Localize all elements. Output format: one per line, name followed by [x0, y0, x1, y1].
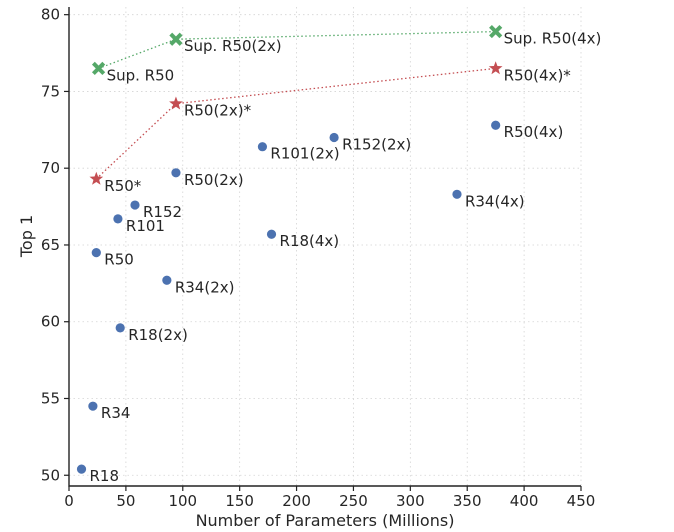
point-r18-2x — [115, 323, 125, 333]
label-r50-4x: R50(4x)* — [504, 66, 572, 84]
x-tick-label: 400 — [510, 492, 539, 510]
point-r101 — [113, 214, 123, 224]
label-r101-2x: R101(2x) — [270, 145, 339, 163]
label-r152-2x: R152(2x) — [342, 135, 411, 153]
label-r18-2x: R18(2x) — [128, 326, 188, 344]
label-r34: R34 — [101, 404, 131, 422]
label-r34-2x: R34(2x) — [175, 278, 235, 296]
label-r50: R50 — [104, 251, 134, 269]
x-tick-label: 350 — [453, 492, 482, 510]
series-star-connector — [95, 67, 496, 180]
point-r50-4x — [488, 61, 503, 75]
y-tick-label: 65 — [41, 236, 60, 254]
point-r50 — [91, 248, 101, 258]
y-tick-label: 50 — [41, 466, 60, 484]
data-points — [76, 24, 503, 474]
point-r50-2x — [169, 96, 183, 110]
y-tick-label: 55 — [41, 389, 60, 407]
point-r50-2x — [171, 168, 181, 178]
label-r34-4x: R34(4x) — [465, 192, 525, 210]
axis-spines — [68, 7, 581, 487]
point-r50-4x — [491, 120, 501, 130]
y-tick-label: 80 — [41, 6, 60, 24]
series-lines — [95, 30, 496, 180]
y-axis-label: Top 1 — [17, 215, 36, 258]
label-sup-r50: Sup. R50 — [107, 66, 175, 84]
x-axis-label: Number of Parameters (Millions) — [196, 511, 455, 530]
y-tick-label: 75 — [41, 82, 60, 100]
point-r18 — [76, 464, 87, 474]
x-tick-label: 150 — [225, 492, 254, 510]
point-r152 — [130, 200, 140, 210]
point-r34-2x — [162, 275, 172, 285]
point-r50 — [89, 171, 104, 185]
label-sup-r50-4x: Sup. R50(4x) — [504, 30, 602, 48]
x-tick-label: 50 — [116, 492, 135, 510]
axis-ticks: 0 50 100 150 200 250 300 350 400 4505055606570758… — [41, 6, 595, 510]
x-tick-label: 250 — [339, 492, 368, 510]
point-sup-r50 — [91, 61, 106, 76]
point-r18-4x — [266, 229, 277, 239]
label-r50-2x: R50(2x)* — [184, 102, 252, 120]
label-r18-4x: R18(4x) — [280, 232, 340, 250]
label-r50: R50* — [104, 177, 142, 195]
point-sup-r50-2x — [169, 32, 183, 46]
point-sup-r50-4x — [489, 24, 503, 39]
label-r101: R101 — [126, 217, 165, 235]
y-tick-label: 70 — [41, 159, 60, 177]
x-tick-label: 450 — [567, 492, 596, 510]
point-r101-2x — [257, 142, 268, 152]
label-r50-2x: R50(2x) — [184, 171, 244, 189]
label-r18: R18 — [90, 467, 120, 485]
y-tick-label: 60 — [41, 313, 60, 331]
point-r34 — [88, 401, 98, 411]
x-tick-label: 200 — [282, 492, 311, 510]
label-r50-4x: R50(4x) — [504, 123, 564, 141]
x-tick-label: 100 — [168, 492, 197, 510]
x-tick-label: 300 — [396, 492, 425, 510]
point-r152-2x — [329, 132, 339, 143]
label-sup-r50-2x: Sup. R50(2x) — [184, 37, 282, 55]
series-cross-connector — [98, 30, 496, 70]
x-tick-label: 0 — [64, 492, 74, 510]
point-r34-4x — [452, 189, 462, 199]
label-r152: R152 — [143, 203, 182, 221]
